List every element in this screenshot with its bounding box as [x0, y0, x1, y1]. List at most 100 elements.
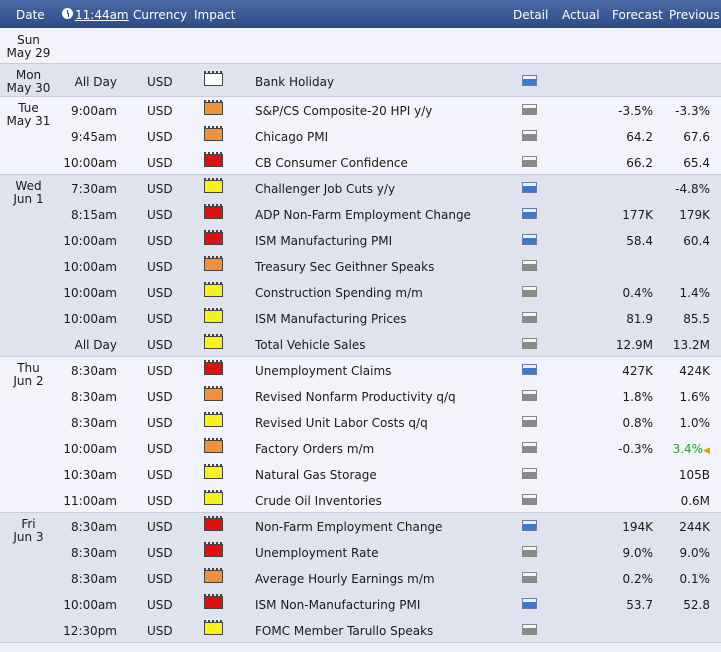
event-row[interactable]: 8:30am USD Revised Unit Labor Costs q/q 0.8… — [0, 409, 721, 435]
event-currency: USD — [147, 130, 173, 144]
event-forecast: 0.4% — [622, 286, 654, 300]
event-forecast: 1.8% — [622, 390, 654, 404]
previous-value: 244K — [679, 520, 710, 534]
event-row[interactable]: 8:30am USD Unemployment Claims 427K 424K — [0, 357, 721, 383]
day-name: Tue — [18, 101, 39, 115]
previous-value: 1.4% — [679, 286, 711, 300]
impact-high-icon — [204, 542, 223, 557]
detail-folder-icon[interactable] — [522, 598, 537, 609]
day-label: Tue May 31 — [0, 102, 57, 128]
detail-folder-icon[interactable] — [522, 208, 537, 219]
event-time: 7:30am — [71, 182, 117, 196]
event-currency: USD — [147, 598, 173, 612]
event-previous: 1.0% — [655, 416, 711, 430]
detail-folder-icon[interactable] — [522, 130, 537, 141]
detail-folder-icon[interactable] — [522, 338, 537, 349]
detail-folder-icon[interactable] — [522, 74, 537, 86]
impact-medium-icon — [204, 438, 223, 453]
event-row[interactable]: 9:00am USD S&P/CS Composite-20 HPI y/y -3.5… — [0, 97, 721, 123]
event-row[interactable]: 12:30pm USD FOMC Member Tarullo Speaks — [0, 617, 721, 643]
event-previous: 244K — [655, 520, 710, 534]
day-separator — [0, 174, 721, 175]
day-name: Mon — [15, 68, 42, 82]
previous-value: 85.5 — [683, 312, 710, 326]
event-currency: USD — [147, 624, 173, 638]
day-group: Wed Jun 1 7:30am USD Challenger Job Cuts y/y… — [0, 175, 721, 357]
actual-column-header: Actual — [562, 8, 600, 22]
event-row[interactable]: 10:00am USD Factory Orders m/m -0.3% 3.4%◀ — [0, 435, 721, 461]
detail-folder-icon[interactable] — [522, 390, 537, 401]
impact-high-icon — [204, 230, 223, 245]
detail-folder-icon[interactable] — [522, 260, 537, 271]
event-row[interactable]: 11:00am USD Crude Oil Inventories 0.6M — [0, 487, 721, 513]
event-row[interactable]: 10:00am USD ISM Manufacturing PMI 58.4 60.4 — [0, 227, 721, 253]
detail-folder-icon[interactable] — [522, 156, 537, 167]
detail-folder-icon[interactable] — [522, 364, 537, 375]
event-row[interactable]: 10:30am USD Natural Gas Storage 105B — [0, 461, 721, 487]
detail-folder-icon[interactable] — [522, 286, 537, 297]
day-separator — [0, 96, 721, 97]
event-previous: 3.4%◀ — [655, 442, 710, 456]
event-row[interactable]: 10:00am USD Construction Spending m/m 0.4% 1… — [0, 279, 721, 305]
event-row[interactable]: 8:30am USD Revised Nonfarm Productivity q/… — [0, 383, 721, 409]
clock-icon[interactable] — [62, 8, 73, 19]
event-row[interactable]: All Day USD Bank Holiday — [0, 68, 721, 94]
event-name: Revised Unit Labor Costs q/q — [255, 416, 428, 430]
event-time: 10:00am — [63, 286, 117, 300]
detail-folder-icon[interactable] — [522, 546, 537, 557]
detail-folder-icon[interactable] — [522, 234, 537, 245]
event-row[interactable]: 10:00am USD ISM Manufacturing Prices 81.9 85… — [0, 305, 721, 331]
detail-folder-icon[interactable] — [522, 520, 537, 531]
impact-high-icon — [204, 204, 223, 219]
day-date: Jun 1 — [13, 192, 44, 206]
event-name: Chicago PMI — [255, 130, 329, 144]
day-group: Tue May 31 9:00am USD S&P/CS Composite-20 HP… — [0, 97, 721, 175]
impact-medium-icon — [204, 256, 223, 271]
event-time: 8:30am — [71, 572, 117, 586]
event-previous: 9.0% — [655, 546, 711, 560]
event-forecast: 58.4 — [626, 234, 653, 248]
previous-value: 65.4 — [683, 156, 710, 170]
time-column-header[interactable]: 11:44am — [75, 8, 129, 22]
impact-high-icon — [204, 152, 223, 167]
event-name: Bank Holiday — [255, 74, 335, 89]
revised-arrow-icon: ◀ — [703, 446, 710, 456]
event-row[interactable]: 10:00am USD CB Consumer Confidence 66.2 65.4 — [0, 149, 721, 175]
detail-folder-icon[interactable] — [522, 468, 537, 479]
detail-folder-icon[interactable] — [522, 312, 537, 323]
detail-folder-icon[interactable] — [522, 182, 537, 193]
previous-value: 9.0% — [679, 546, 711, 560]
impact-none-icon — [204, 70, 223, 86]
previous-value: 105B — [678, 468, 710, 482]
event-currency: USD — [147, 468, 173, 482]
event-previous: -3.3% — [655, 104, 710, 118]
impact-high-icon — [204, 360, 223, 375]
event-row[interactable]: 10:00am USD ISM Non-Manufacturing PMI 53.7 5… — [0, 591, 721, 617]
detail-folder-icon[interactable] — [522, 572, 537, 583]
event-time: 11:00am — [63, 494, 117, 508]
event-row[interactable]: 8:30am USD Non-Farm Employment Change 194K 2… — [0, 513, 721, 539]
detail-folder-icon[interactable] — [522, 494, 537, 505]
impact-low-icon — [204, 620, 223, 635]
detail-folder-icon[interactable] — [522, 416, 537, 427]
event-name: Factory Orders m/m — [255, 442, 375, 456]
calendar-header: Date 11:44am Currency Impact Detail Actu… — [0, 0, 721, 29]
event-row[interactable]: 9:45am USD Chicago PMI 64.2 67.6 — [0, 123, 721, 149]
previous-value: 0.1% — [679, 572, 711, 586]
event-row[interactable]: 10:00am USD Treasury Sec Geithner Speaks — [0, 253, 721, 279]
event-time: 8:30am — [71, 390, 117, 404]
detail-folder-icon[interactable] — [522, 442, 537, 453]
event-row[interactable]: 8:30am USD Average Hourly Earnings m/m 0.2%… — [0, 565, 721, 591]
event-forecast: -0.3% — [618, 442, 653, 456]
detail-folder-icon[interactable] — [522, 104, 537, 115]
previous-value: 0.6M — [680, 494, 710, 508]
event-row[interactable]: 7:30am USD Challenger Job Cuts y/y -4.8% — [0, 175, 721, 201]
event-row[interactable]: 8:30am USD Unemployment Rate 9.0% 9.0% — [0, 539, 721, 565]
event-row[interactable]: 8:15am USD ADP Non-Farm Employment Change 1… — [0, 201, 721, 227]
event-currency: USD — [147, 74, 173, 89]
event-row[interactable]: All Day USD Total Vehicle Sales 12.9M 13.2M — [0, 331, 721, 357]
impact-low-icon — [204, 412, 223, 427]
detail-folder-icon[interactable] — [522, 624, 537, 635]
currency-column-header: Currency — [133, 8, 188, 22]
impact-low-icon — [204, 334, 223, 349]
